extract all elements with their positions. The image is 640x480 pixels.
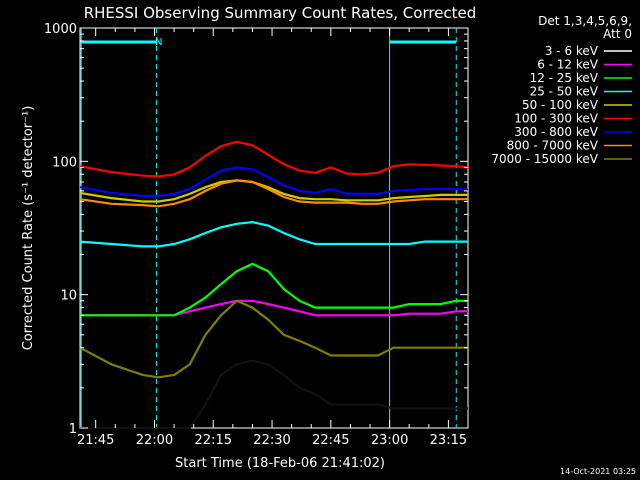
legend-header-2: Att 0 [603,27,632,41]
series-line-7 [79,166,469,198]
timestamp: 14-Oct-2021 03:25 [560,467,636,476]
series-line-4 [79,220,468,248]
legend-header-1: Det 1,3,4,5,6,9, [538,14,632,28]
plot-frame [79,27,469,429]
chart-title: RHESSI Observing Summary Count Rates, Co… [84,4,477,22]
x-tick-label: 22:15 [195,433,232,448]
legend-label: 50 - 100 keV [522,98,599,112]
y-tick-label: 1000 [44,22,77,37]
y-axis: 1 10 100 1000 [44,22,468,437]
legend-label: 6 - 12 keV [537,58,599,72]
legend-label: 25 - 50 keV [530,85,599,99]
legend-label: 100 - 300 keV [514,112,598,126]
legend-label: 7000 - 15000 keV [491,152,598,166]
overlay-markers [80,28,457,428]
y-axis-label: Corrected Count Rate (s⁻¹ detector⁻¹) [21,106,36,351]
y-tick-label: 10 [60,289,77,304]
x-axis-label: Start Time (18-Feb-06 21:41:02) [175,456,385,471]
series-line-2 [80,299,468,317]
series-line-8 [79,179,468,208]
x-tick-label: 22:00 [136,433,173,448]
x-axis: 21:45 22:00 22:15 22:30 22:45 23:00 23:15 [77,28,469,448]
y-tick-label: 1 [69,422,77,437]
series-line-3 [80,262,468,317]
series-line-6 [79,140,469,178]
x-tick-label: 22:45 [312,433,349,448]
series-line-9 [79,299,468,379]
series-line-1 [80,359,468,430]
flag-label: N [155,37,162,48]
x-tick-label: 23:15 [430,433,467,448]
legend-label: 3 - 6 keV [545,44,599,58]
series-group [79,140,469,430]
legend-label: 800 - 7000 keV [507,139,599,153]
x-tick-label: 22:30 [253,433,290,448]
legend-label: 12 - 25 keV [530,71,599,85]
series-line-5 [79,179,468,203]
legend-label: 300 - 800 keV [514,125,598,139]
y-tick-label: 100 [52,155,77,170]
x-tick-label: 23:00 [371,433,408,448]
x-tick-label: 21:45 [77,433,114,448]
